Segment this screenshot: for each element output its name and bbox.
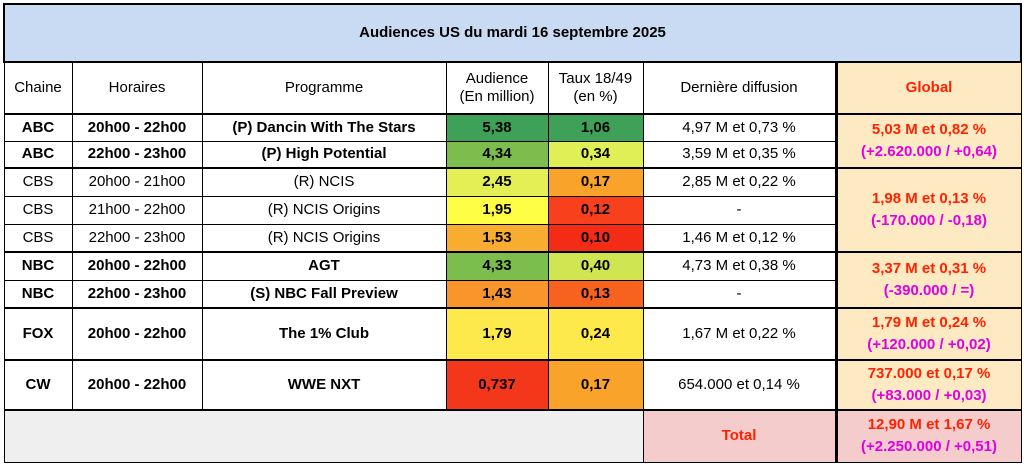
cell-taux: 0,34 (547, 140, 644, 169)
cell-horaires: 20h00 - 22h00 (71, 359, 203, 411)
cell-horaires: 22h00 - 23h00 (71, 279, 203, 309)
cell-programme: WWE NXT (201, 359, 447, 411)
header-derniere: Dernière diffusion (642, 61, 837, 115)
header-horaires: Horaires (71, 61, 203, 115)
cell-programme: AGT (201, 251, 447, 281)
global-abc-delta: (+2.620.000 / +0,64) (861, 143, 997, 160)
table-row: CBS 21h00 - 22h00 (R) NCIS Origins 1,95 … (3, 195, 1021, 225)
cell-derniere: 4,73 M et 0,38 % (642, 251, 837, 281)
global-fox-main: 1,79 M et 0,24 % (871, 314, 987, 331)
global-nbc-main: 3,37 M et 0,31 % (871, 260, 987, 277)
cell-chaine: CBS (3, 195, 73, 225)
cell-audience: 1,53 (445, 223, 549, 253)
cell-taux: 0,24 (547, 307, 644, 361)
cell-chaine: ABC (3, 113, 73, 142)
cell-chaine: CBS (3, 223, 73, 253)
cell-derniere: 4,97 M et 0,73 % (642, 113, 837, 142)
global-abc: 5,03 M et 0,82 % (+2.620.000 / +0,64) (834, 113, 1022, 169)
cell-chaine: ABC (3, 140, 73, 169)
cell-horaires: 20h00 - 22h00 (71, 307, 203, 361)
cell-horaires: 22h00 - 23h00 (71, 140, 203, 169)
cell-chaine: CBS (3, 167, 73, 197)
cell-derniere: - (642, 195, 837, 225)
total-value: 12,90 M et 1,67 % (+2.250.000 / +0,51) (834, 409, 1022, 463)
cell-programme: (P) Dancin With The Stars (201, 113, 447, 142)
cell-programme: (R) NCIS Origins (201, 195, 447, 225)
audience-table: Audiences US du mardi 16 septembre 2025 … (2, 3, 1023, 463)
header-chaine: Chaine (3, 61, 73, 115)
global-cw-main: 737.000 et 0,17 % (867, 365, 991, 382)
cell-chaine: NBC (3, 279, 73, 309)
total-label: Total (642, 409, 837, 463)
cell-taux: 0,10 (547, 223, 644, 253)
cell-taux: 0,13 (547, 279, 644, 309)
cell-taux: 1,06 (547, 113, 644, 142)
cell-programme: (R) NCIS Origins (201, 223, 447, 253)
header-taux-line2: (en %) (573, 88, 618, 105)
empty-cell (3, 409, 644, 463)
cell-derniere: 1,67 M et 0,22 % (642, 307, 837, 361)
cell-programme: (P) High Potential (201, 140, 447, 169)
cell-chaine: FOX (3, 307, 73, 361)
table-row: CBS 20h00 - 21h00 (R) NCIS 2,45 0,17 2,8… (3, 167, 1022, 253)
table-row: ABC 20h00 - 22h00 (P) Dancin With The St… (3, 113, 1022, 169)
cell-audience: 4,33 (445, 251, 549, 281)
cell-horaires: 20h00 - 22h00 (71, 251, 203, 281)
global-fox-delta: (+120.000 / +0,02) (867, 336, 991, 353)
cell-derniere: 2,85 M et 0,22 % (642, 167, 837, 197)
header-audience: Audience (En million) (445, 61, 549, 115)
total-row: Total 12,90 M et 1,67 % (+2.250.000 / +0,… (3, 409, 1022, 463)
global-nbc: 3,37 M et 0,31 % (-390.000 / =) (834, 251, 1022, 309)
global-cw-delta: (+83.000 / +0,03) (871, 387, 987, 404)
header-row: Chaine Horaires Programme Audience (En mi… (3, 61, 1022, 115)
table-row: FOX 20h00 - 22h00 The 1% Club 1,79 0,24 … (3, 307, 1022, 361)
cell-audience: 1,95 (445, 195, 549, 225)
global-nbc-delta: (-390.000 / =) (883, 282, 975, 299)
table-row: CW 20h00 - 22h00 WWE NXT 0,737 0,17 654.… (3, 359, 1022, 411)
total-delta: (+2.250.000 / +0,51) (861, 438, 997, 456)
cell-audience: 4,34 (445, 140, 549, 169)
header-taux: Taux 18/49 (en %) (547, 61, 644, 115)
header-taux-line1: Taux 18/49 (558, 70, 633, 87)
cell-chaine: CW (3, 359, 73, 411)
table-row: ABC 22h00 - 23h00 (P) High Potential 4,3… (3, 140, 1021, 169)
global-cbs-main: 1,98 M et 0,13 % (871, 190, 987, 207)
global-cbs-delta: (-170.000 / -0,18) (871, 212, 987, 229)
header-programme: Programme (201, 61, 447, 115)
cell-audience: 1,43 (445, 279, 549, 309)
cell-audience: 1,79 (445, 307, 549, 361)
cell-horaires: 22h00 - 23h00 (71, 223, 203, 253)
table-row: NBC 20h00 - 22h00 AGT 4,33 0,40 4,73 M e… (3, 251, 1022, 309)
cell-horaires: 20h00 - 22h00 (71, 113, 203, 142)
cell-taux: 0,40 (547, 251, 644, 281)
cell-programme: (R) NCIS (201, 167, 447, 197)
header-global: Global (834, 61, 1022, 115)
cell-audience: 5,38 (445, 113, 549, 142)
cell-taux: 0,17 (547, 359, 644, 411)
cell-taux: 0,17 (547, 167, 644, 197)
table-row: NBC 22h00 - 23h00 (S) NBC Fall Preview 1… (3, 279, 1021, 309)
cell-derniere: - (642, 279, 837, 309)
cell-programme: (S) NBC Fall Preview (201, 279, 447, 309)
global-cbs: 1,98 M et 0,13 % (-170.000 / -0,18) (834, 167, 1022, 253)
cell-programme: The 1% Club (201, 307, 447, 361)
header-audience-line2: (En million) (459, 88, 535, 105)
cell-audience: 2,45 (445, 167, 549, 197)
header-audience-line1: Audience (465, 70, 529, 87)
page-title: Audiences US du mardi 16 septembre 2025 (2, 3, 1023, 63)
cell-derniere: 3,59 M et 0,35 % (642, 140, 837, 169)
cell-derniere: 654.000 et 0,14 % (642, 359, 837, 411)
global-fox: 1,79 M et 0,24 % (+120.000 / +0,02) (834, 307, 1022, 361)
global-abc-main: 5,03 M et 0,82 % (871, 121, 987, 138)
cell-chaine: NBC (3, 251, 73, 281)
cell-derniere: 1,46 M et 0,12 % (642, 223, 837, 253)
cell-horaires: 20h00 - 21h00 (71, 167, 203, 197)
cell-taux: 0,12 (547, 195, 644, 225)
cell-horaires: 21h00 - 22h00 (71, 195, 203, 225)
global-cw: 737.000 et 0,17 % (+83.000 / +0,03) (834, 359, 1022, 411)
cell-audience: 0,737 (445, 359, 549, 411)
total-main: 12,90 M et 1,67 % (867, 416, 991, 434)
